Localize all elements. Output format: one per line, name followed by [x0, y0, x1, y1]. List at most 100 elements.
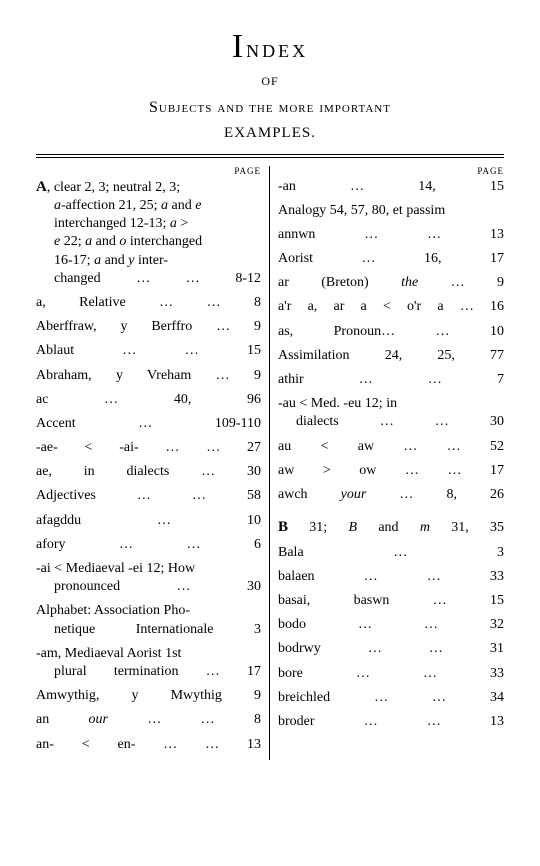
b-it1: B [348, 520, 357, 535]
lead-A: A [36, 179, 47, 195]
index-entry: Assimilation 24, 25, 77 [278, 347, 504, 365]
amw-l: Amwythig, y Mwythig [36, 688, 222, 703]
ai-d: … [177, 579, 191, 594]
a-it3: e [195, 198, 201, 213]
rule-top-2 [36, 157, 504, 158]
anen-p: 13 [247, 737, 261, 752]
au-d: … [435, 414, 449, 429]
alpha-l2: netique Internationale [54, 622, 213, 637]
an-pl: an [36, 712, 89, 727]
a-l4r2: and [92, 234, 119, 249]
b-page: 31, 35 [451, 520, 504, 535]
index-entry: aw > ow … … 17 [278, 462, 504, 480]
am-p: 17 [247, 664, 261, 679]
index-entry: Abraham, y Vreham … 9 [36, 367, 261, 385]
index-entry: annwn … … 13 [278, 226, 504, 244]
index-entry: ar (Breton) the … 9 [278, 274, 504, 292]
page-header-left: PAGE [36, 166, 261, 176]
entry-am: -am, Mediaeval Aorist 1st plural termina… [36, 645, 261, 681]
index-entry: bodrwy … … 31 [278, 640, 504, 658]
entry-A: A, clear 2, 3; neutral 2, 3; a-affection… [36, 178, 261, 288]
left-column: PAGE A, clear 2, 3; neutral 2, 3; a-affe… [36, 166, 270, 760]
index-entry: ac … 40, 96 [36, 391, 261, 409]
left-entries-1: a, Relative … … 8 Aberffraw, y Berffro … … [36, 294, 261, 554]
index-entry: -an … 14, 15 [278, 178, 504, 196]
alpha-p: 3 [254, 622, 261, 637]
index-entry: breichled … … 34 [278, 689, 504, 707]
an-it: our [89, 712, 108, 727]
right-entries-3: Bala … 3 balaen … … 33 basai, baswn … 15 bo… [278, 544, 504, 732]
right-entries-2: au < aw … … 52 aw > ow … … 17 awch your … … [278, 438, 504, 505]
index-entry: afagddu … 10 [36, 512, 261, 530]
columns: PAGE A, clear 2, 3; neutral 2, 3; a-affe… [36, 166, 504, 760]
a-l3: interchanged 12-13; [54, 216, 170, 231]
main-heading-rest: ndex [246, 34, 308, 63]
ai-l2: pronounced [54, 579, 120, 594]
index-entry: broder … … 13 [278, 713, 504, 731]
b-it2: m [420, 520, 430, 535]
ai-l1: -ai < Mediaeval -ei 12; How [36, 561, 195, 576]
of-label: OF [36, 74, 504, 89]
sub-heading: Subjects and the more important [36, 99, 504, 117]
index-page: Index OF Subjects and the more important… [0, 0, 540, 866]
an-p: 8 [254, 712, 261, 727]
rule-top [36, 154, 504, 155]
b-mid: and [357, 520, 420, 535]
a-l5it: a [94, 253, 101, 268]
a-it: a [54, 198, 61, 213]
index-entry: balaen … … 33 [278, 568, 504, 586]
index-entry: au < aw … … 52 [278, 438, 504, 456]
index-entry: afory … … 6 [36, 536, 261, 554]
au-p: 30 [490, 414, 504, 429]
ai-p: 30 [247, 579, 261, 594]
au-l1: -au < Med. -eu 12; in [278, 396, 397, 411]
index-entry: Aorist … 16, 17 [278, 250, 504, 268]
index-entry: Accent … 109-110 [36, 415, 261, 433]
a-r2: and [168, 198, 195, 213]
index-entry: as, Pronoun… … 10 [278, 323, 504, 341]
an-d: … … [147, 712, 214, 727]
index-entry: Aberffraw, y Berffro … 9 [36, 318, 261, 336]
am-l1: -am, Mediaeval Aorist 1st [36, 646, 181, 661]
index-entry: basai, baswn … 15 [278, 592, 504, 610]
a-l3it: a [170, 216, 177, 231]
index-entry: Adjectives … … 58 [36, 487, 261, 505]
entry-amwythig: Amwythig, y Mwythig 9 [36, 687, 261, 705]
a-l5r: and [101, 253, 128, 268]
index-entry: Bala … 3 [278, 544, 504, 562]
right-entries-1: -an … 14, 15 Analogy 54, 57, 80, et passi… [278, 178, 504, 390]
index-entry: Analogy 54, 57, 80, et passim [278, 202, 504, 220]
index-entry: bore … … 33 [278, 665, 504, 683]
a-text: , clear 2, 3; neutral 2, 3; [47, 180, 180, 195]
entry-ai: -ai < Mediaeval -ei 12; How pronounced …… [36, 560, 261, 596]
a-l4r3: interchanged [126, 234, 202, 249]
alpha-l1: Alphabet: Association Pho- [36, 603, 190, 618]
index-entry: ae, in dialects … 30 [36, 463, 261, 481]
index-entry: Ablaut … … 15 [36, 342, 261, 360]
page-header-right: PAGE [278, 166, 504, 176]
anen-d: … [205, 737, 219, 752]
main-heading-initial: I [232, 28, 246, 65]
a-l5r2: inter- [135, 253, 169, 268]
a-it2: a [161, 198, 168, 213]
index-entry: athir … … 7 [278, 371, 504, 389]
a-l4r: 22; [60, 234, 85, 249]
index-entry: bodo … … 32 [278, 616, 504, 634]
a-rest: -affection 21, 25; [61, 198, 161, 213]
anen-l: an- < en- … [36, 737, 177, 752]
index-entry: a, Relative … … 8 [36, 294, 261, 312]
entry-au-block: -au < Med. -eu 12; in dialects … … 30 [278, 395, 504, 431]
entry-an-our: an our … … 8 [36, 711, 261, 729]
a-l3r: > [177, 216, 188, 231]
entry-B: B 31; B and m 31, 35 [278, 518, 504, 538]
a-l6p: … 8-12 [186, 271, 261, 286]
entry-an-en: an- < en- … … 13 [36, 736, 261, 754]
amw-p: 9 [254, 688, 261, 703]
a-l6: changed … [54, 271, 150, 286]
right-column: PAGE -an … 14, 15 Analogy 54, 57, 80, et … [270, 166, 504, 760]
index-entry: awch your … 8, 26 [278, 486, 504, 504]
examples-heading: EXAMPLES. [36, 125, 504, 142]
au-l2: dialects … [296, 414, 394, 429]
entry-alphabet: Alphabet: Association Pho- netique Inter… [36, 602, 261, 638]
index-entry: a'r a, ar a < o'r a … 16 [278, 298, 504, 316]
